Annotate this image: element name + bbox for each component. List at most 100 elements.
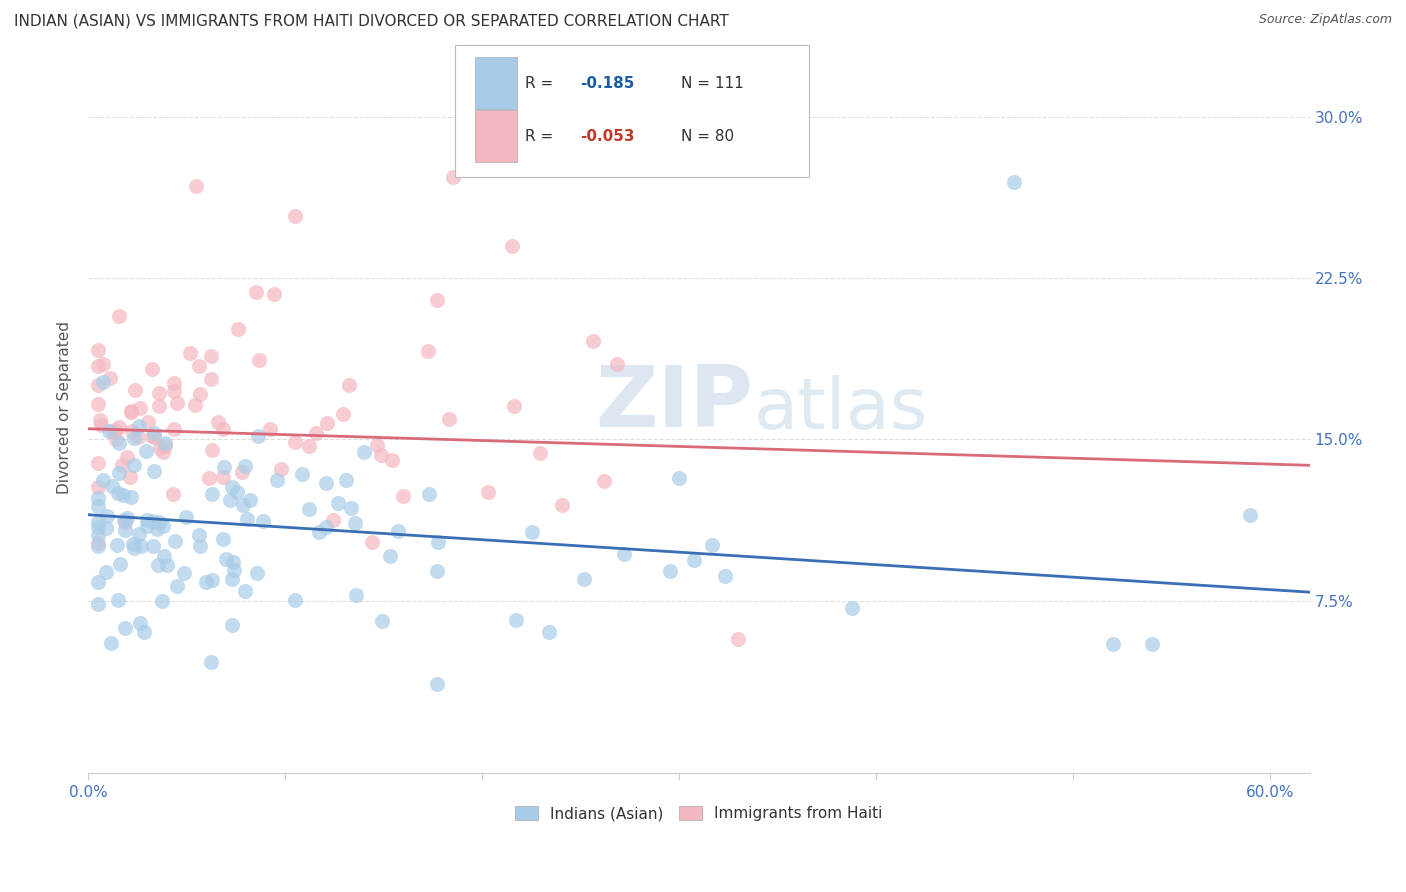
Point [529,446,551,460]
Point [142,539,165,553]
Point [141,362,163,376]
Point [142,464,165,478]
Point [305,425,328,440]
Point [322,513,344,527]
Point [156,558,179,573]
Text: INDIAN (ASIAN) VS IMMIGRANTS FROM HAITI DIVORCED OR SEPARATED CORRELATION CHART: INDIAN (ASIAN) VS IMMIGRANTS FROM HAITI … [14,13,728,29]
Point [218,493,240,508]
Point [120,404,142,418]
Point [96,521,118,535]
Point [222,563,245,577]
Point [124,383,146,397]
Point [284,434,307,449]
Point [337,378,360,392]
Point [136,415,159,429]
Point [188,386,211,401]
Point [107,436,129,450]
Text: atlas: atlas [754,375,928,444]
Point [392,489,415,503]
Point [155,436,177,450]
Point [200,655,222,669]
Point [727,632,749,647]
Point [146,523,169,537]
Point [90,417,112,432]
Point [163,376,186,390]
Point [87,499,110,513]
Point [142,425,165,440]
Point [112,513,135,527]
Text: N = 111: N = 111 [681,76,744,91]
Point [1002,174,1025,188]
Point [426,293,449,308]
Point [166,396,188,410]
Point [87,359,110,373]
Point [538,625,561,640]
Point [87,480,110,494]
Point [121,424,143,438]
Point [200,349,222,363]
Point [142,514,165,528]
Point [231,465,253,479]
Point [328,495,350,509]
Point [127,429,149,443]
Point [211,422,233,436]
Point [96,508,118,523]
Point [246,428,269,442]
Point [266,473,288,487]
Point [87,343,110,357]
Point [505,614,527,628]
Point [162,487,184,501]
Point [87,515,110,529]
Point [184,398,207,412]
Point [87,598,110,612]
Point [117,511,139,525]
Point [239,493,262,508]
Point [97,424,120,438]
Point [87,520,110,534]
Point [1140,637,1163,651]
Point [582,334,605,348]
Point [101,479,124,493]
Point [381,452,404,467]
Point [105,538,128,552]
Point [315,475,337,490]
Point [658,564,681,578]
Point [284,592,307,607]
Point [387,524,409,538]
FancyBboxPatch shape [475,57,517,109]
Point [179,346,201,360]
Text: N = 80: N = 80 [681,129,734,145]
Point [87,491,110,506]
Point [298,439,321,453]
Point [129,539,152,553]
Point [195,575,218,590]
Point [344,516,367,530]
Point [315,520,337,534]
Point [316,416,339,430]
Point [100,636,122,650]
Text: R =: R = [526,129,558,145]
Point [366,438,388,452]
Point [107,309,129,323]
Point [122,431,145,445]
Point [128,419,150,434]
Point [426,677,449,691]
Point [201,487,224,501]
Point [298,501,321,516]
FancyBboxPatch shape [475,111,517,162]
Point [114,515,136,529]
Point [117,450,139,465]
Point [166,579,188,593]
Point [129,401,152,415]
Point [107,486,129,500]
Point [121,537,143,551]
Point [1239,508,1261,522]
Point [714,569,737,583]
Point [135,443,157,458]
Point [520,525,543,540]
Point [163,384,186,399]
Point [201,442,224,457]
Point [98,371,121,385]
Point [361,535,384,549]
Point [148,515,170,529]
